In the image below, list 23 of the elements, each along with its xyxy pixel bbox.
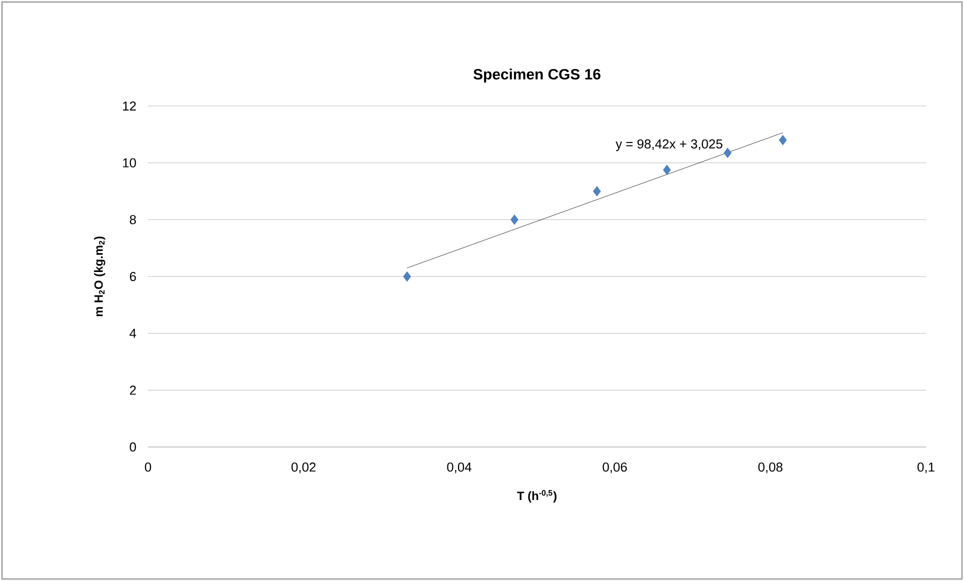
y-tick-label: 4 [130,328,136,338]
point [510,214,518,225]
y-tick-label: 8 [130,215,136,224]
y-tick-label: 10 [123,158,136,168]
x-tick-label: 0,04 [447,462,472,474]
x-tick-label: 0,1 [918,462,934,474]
x-tick-label: 0,08 [758,462,782,474]
point [592,186,601,196]
point [724,148,732,158]
y-tick-label: 12 [123,101,136,111]
x-axis-title: T (h$^{-0,5}$) [517,490,556,502]
annotation: y = 98,42x + 3,025 [616,139,722,152]
x-tick-label: 0 [144,462,152,472]
y-tick-label: 6 [130,272,136,282]
y-axis-title: m H$_{2}$O (kg.m$_{2}$) [94,236,106,316]
point [403,271,412,282]
point [778,134,787,146]
x-tick-label: 0,06 [602,462,627,474]
x-tick-label: 0,02 [292,462,316,474]
y-tick-label: 0 [130,442,136,452]
y-tick-label: 2 [130,386,136,395]
point [662,164,671,176]
chart-title: Specimen CGS 16 [473,68,600,82]
